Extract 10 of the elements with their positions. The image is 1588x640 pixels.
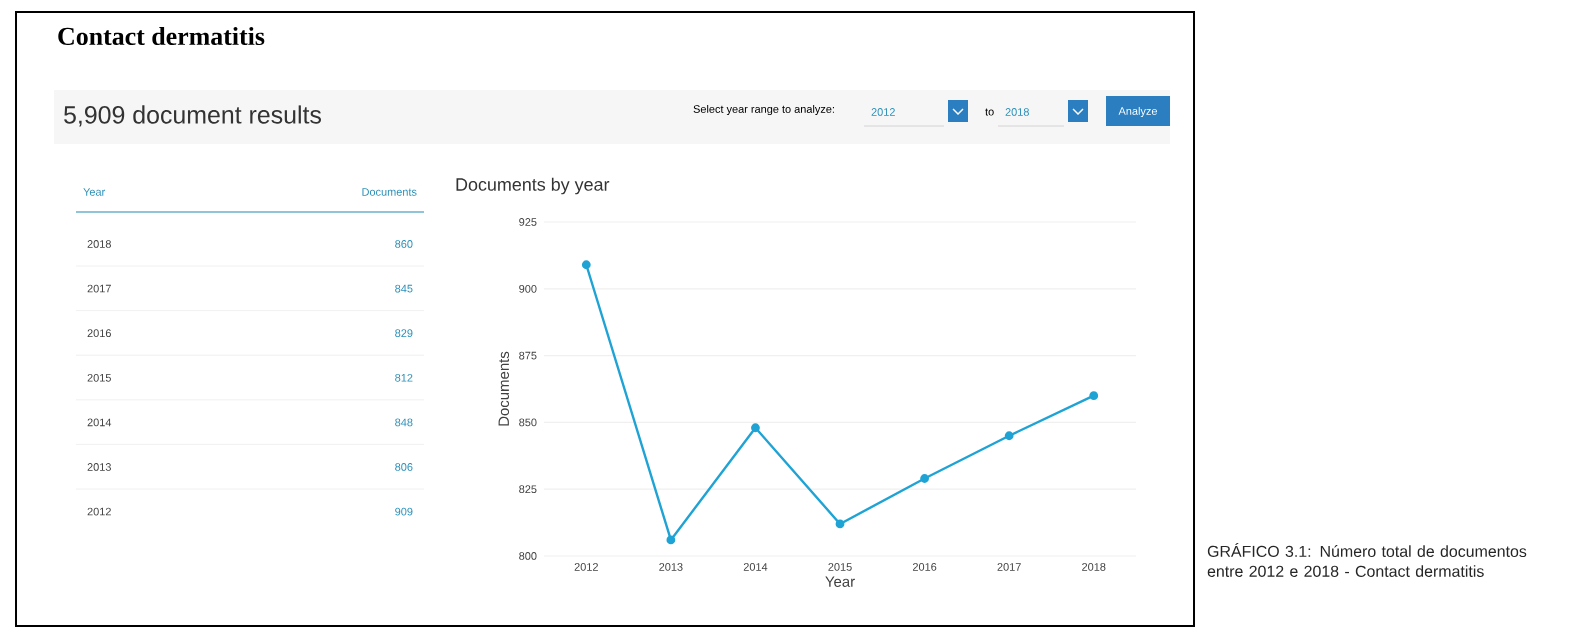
point — [581, 260, 591, 270]
point — [1089, 391, 1099, 401]
point — [751, 423, 760, 433]
point — [666, 535, 676, 545]
chart-title: Documents by year — [456, 177, 610, 195]
point — [920, 474, 929, 483]
text: 5,909 document results — [64, 105, 322, 127]
point — [1004, 431, 1014, 441]
point — [835, 519, 845, 529]
text: Contact dermatitis — [58, 26, 265, 46]
